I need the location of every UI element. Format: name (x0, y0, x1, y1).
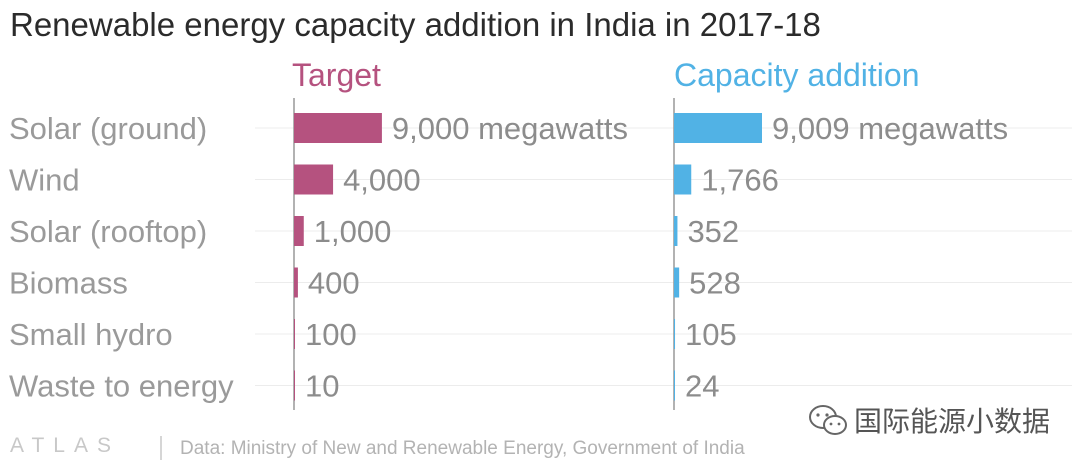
data-label: 1,000 (314, 214, 392, 249)
data-label: 352 (687, 214, 739, 249)
data-label: 24 (685, 369, 719, 404)
atlas-logo: ATLAS (10, 434, 120, 457)
bar (674, 164, 692, 195)
data-label: 400 (308, 266, 360, 301)
data-label: 10 (305, 369, 339, 404)
category-label: Biomass (9, 266, 128, 301)
bar (674, 267, 680, 298)
data-label: 9,000 megawatts (392, 111, 628, 146)
bar (294, 164, 334, 195)
bar (674, 319, 676, 349)
bar (294, 113, 382, 143)
source-text: Data: Ministry of New and Renewable Ener… (180, 438, 745, 459)
category-label: Small hydro (9, 317, 173, 352)
footer: ATLAS Data: Ministry of New and Renewabl… (0, 432, 1080, 467)
data-label: 1,766 (701, 163, 779, 198)
category-label: Solar (ground) (9, 111, 207, 146)
category-label: Wind (9, 163, 80, 198)
data-label: 100 (305, 317, 357, 352)
bar (294, 267, 298, 298)
data-label: 4,000 (343, 163, 421, 198)
footer-divider (160, 436, 162, 460)
bar (294, 319, 295, 349)
wechat-icon (809, 405, 847, 435)
category-label: Solar (rooftop) (9, 214, 207, 249)
data-label: 105 (685, 317, 737, 352)
bar (674, 113, 762, 143)
bar (294, 216, 304, 246)
category-label: Waste to energy (9, 369, 234, 404)
chart-area: Solar (ground) Wind Solar (rooftop) Biomass… (9, 57, 1072, 410)
watermark: 国际能源小数据 (808, 400, 1050, 440)
bar (674, 370, 675, 401)
data-label: 9,009 megawatts (772, 111, 1008, 146)
data-label: 528 (689, 266, 741, 301)
chart-title: Renewable energy capacity addition in In… (10, 6, 821, 43)
bar (674, 216, 678, 246)
bar (294, 370, 295, 401)
watermark-text: 国际能源小数据 (854, 405, 1051, 438)
series-header: Target (292, 57, 381, 93)
series-header: Capacity addition (674, 57, 919, 93)
